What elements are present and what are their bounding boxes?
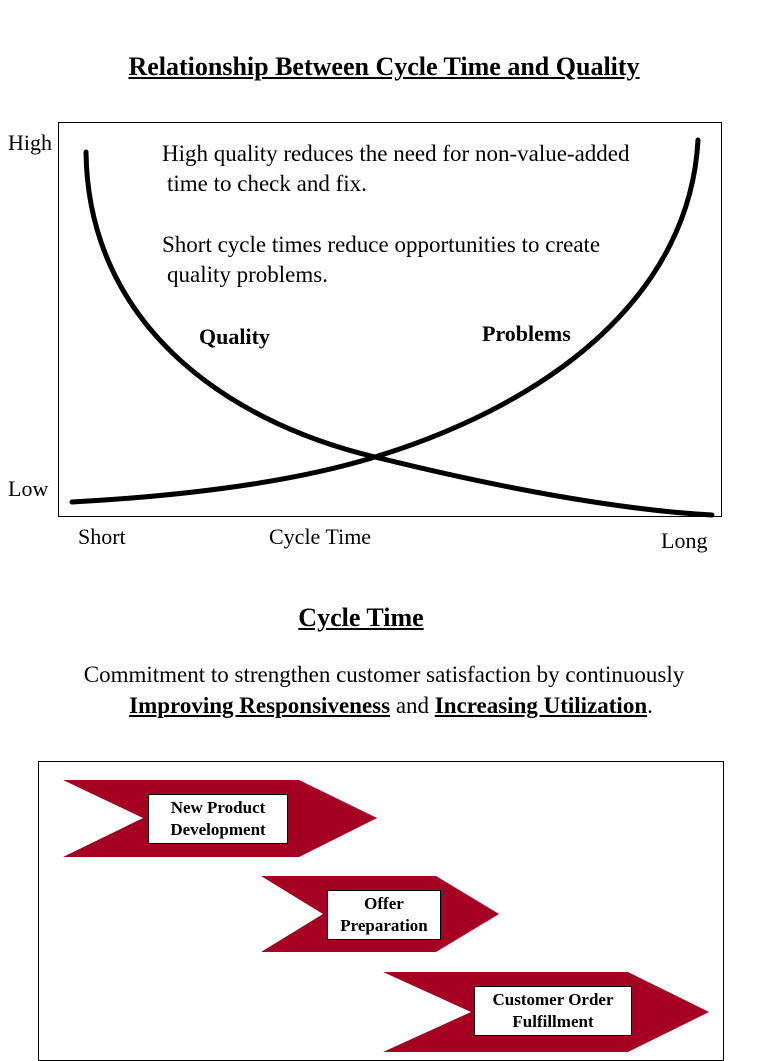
chart-title: Relationship Between Cycle Time and Qual… xyxy=(128,52,640,81)
problems-curve xyxy=(69,137,701,505)
step-offer-preparation: Offer Preparation xyxy=(327,890,441,940)
quality-series-label: Quality xyxy=(199,324,270,349)
y-tick-low: Low xyxy=(8,476,49,501)
step-new-product-development: New Product Development xyxy=(148,794,288,844)
cycle-time-quality-chart xyxy=(69,137,715,518)
annotation-line: time to check and fix. xyxy=(167,171,367,196)
x-tick-long: Long xyxy=(661,528,708,553)
step-customer-order-fulfillment: Customer Order Fulfillment xyxy=(474,986,632,1036)
annotation-line: quality problems. xyxy=(167,262,328,287)
y-tick-high: High xyxy=(8,130,52,155)
annotation-line: Short cycle times reduce opportunities t… xyxy=(162,232,601,257)
emphasis-responsiveness: Improving Responsiveness xyxy=(129,693,391,718)
connector-text: and xyxy=(390,693,435,718)
annotation-line: High quality reduces the need for non-va… xyxy=(162,141,630,166)
x-tick-short: Short xyxy=(78,524,126,549)
commitment-line2: Improving Responsiveness and Increasing … xyxy=(0,690,768,721)
quality-curve xyxy=(83,149,715,518)
emphasis-utilization: Increasing Utilization xyxy=(434,693,648,718)
x-axis-label: Cycle Time xyxy=(269,524,372,549)
period: . xyxy=(647,693,653,718)
section-title: Cycle Time xyxy=(298,603,424,632)
chart-plot-area xyxy=(58,122,722,517)
problems-series-label: Problems xyxy=(482,321,571,346)
commitment-statement: Commitment to strengthen customer satisf… xyxy=(0,659,768,721)
commitment-line1: Commitment to strengthen customer satisf… xyxy=(83,662,685,687)
